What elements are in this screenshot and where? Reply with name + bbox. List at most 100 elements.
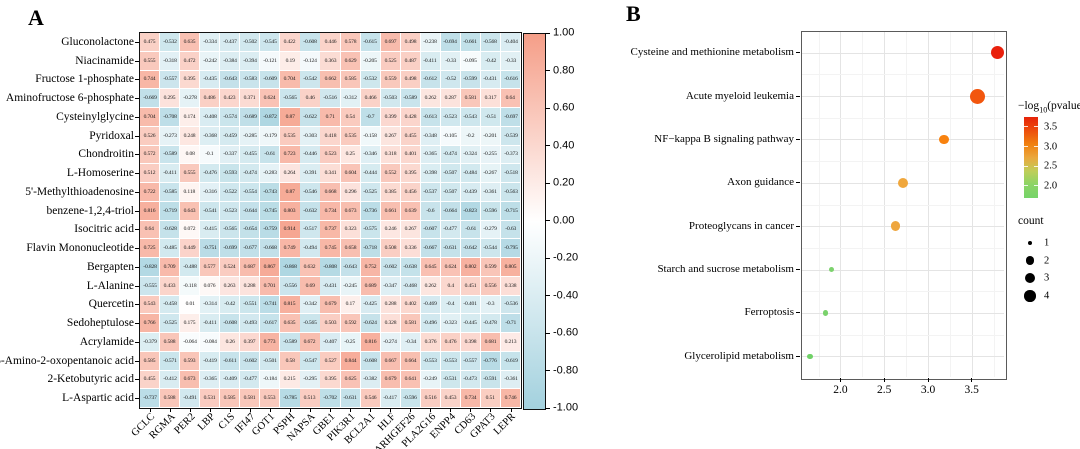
- heatmap-cell: 0.687: [240, 258, 260, 276]
- heatmap-cell-value: -0.42: [224, 301, 236, 308]
- heatmap-cell: -0.547: [300, 351, 320, 370]
- heatmap-cell: -0.391: [300, 164, 320, 183]
- heatmap-row-label: Aminofructose 6-phosphate: [5, 92, 134, 105]
- heatmap-cell: -0.3: [480, 295, 501, 314]
- heatmap-cell: 0.661: [380, 201, 400, 220]
- heatmap-cell: -0.412: [160, 370, 180, 389]
- heatmap-cell: -0.708: [160, 108, 180, 126]
- heatmap-cell-value: -0.121: [263, 57, 277, 64]
- heatmap-cell: 0.746: [500, 389, 521, 408]
- heatmap-row-tick: [135, 398, 139, 400]
- pathway-axis-tick: [796, 95, 800, 97]
- heatmap-cell: -0.583: [240, 70, 260, 89]
- heatmap-cell-value: 0.487: [404, 57, 417, 64]
- heatmap-cell: -0.622: [300, 108, 320, 126]
- heatmap-cell-value: -0.278: [182, 94, 197, 101]
- pathway-label: Cysteine and methionine metabolism: [630, 46, 794, 59]
- heatmap-cell-value: -0.348: [423, 132, 438, 139]
- heatmap-cell-value: 0.418: [324, 132, 336, 139]
- heatmap-column-tick: [390, 408, 392, 412]
- heatmap-cell-value: 0.679: [384, 376, 397, 383]
- heatmap-cell: 0.673: [180, 370, 200, 389]
- heatmap-cell-value: 0.513: [304, 394, 316, 401]
- heatmap-cell-value: 0.802: [464, 263, 477, 270]
- heatmap-cell-value: 0.64: [144, 226, 155, 233]
- heatmap-cell: 0.295: [160, 89, 180, 108]
- heatmap-cell: 0.773: [260, 333, 280, 351]
- heatmap-cell: 0.395: [400, 164, 420, 183]
- heatmap-cell: 0.267: [400, 220, 420, 239]
- heatmap-cell-value: -0.759: [263, 226, 277, 233]
- heatmap-cell: -0.417: [380, 389, 400, 408]
- heatmap-cell: -0.439: [460, 183, 480, 201]
- heatmap-cell-value: -0.628: [162, 226, 177, 233]
- heatmap-cell-value: -0.095: [463, 57, 478, 64]
- panel-b-label: B: [626, 1, 641, 26]
- heatmap-cell-value: -0.736: [363, 207, 377, 214]
- gridline-horizontal: [802, 226, 1004, 228]
- heatmap-cell-value: -0.585: [162, 188, 177, 195]
- heatmap-row-tick: [135, 323, 139, 325]
- heatmap-cell: -0.473: [460, 370, 480, 389]
- heatmap-cell-value: -0.737: [142, 394, 157, 401]
- heatmap-row-tick: [135, 116, 139, 118]
- pvalue-gradient-bar: [1024, 117, 1038, 198]
- heatmap-cell: -0.095: [460, 51, 480, 70]
- heatmap-cell: -0.616: [500, 70, 521, 89]
- heatmap-cell: -0.1: [200, 145, 220, 164]
- colorbar-tick: [545, 370, 550, 371]
- heatmap-cell-value: -0.828: [142, 263, 157, 270]
- heatmap-cell-value: 0.246: [384, 226, 397, 233]
- heatmap-cell-value: 0.725: [143, 244, 156, 251]
- heatmap-cell: 0.643: [180, 201, 200, 220]
- heatmap-cell: 0.679: [380, 370, 400, 389]
- heatmap-cell-value: -0.408: [203, 113, 217, 120]
- heatmap-cell-value: 0.072: [183, 226, 196, 233]
- heatmap-cell: -0.484: [460, 164, 480, 183]
- heatmap-row-label: Cysteinylglycine: [56, 110, 134, 123]
- colorbar-tick: [545, 70, 550, 71]
- heatmap-column-tick: [510, 408, 512, 412]
- heatmap-cell-value: -0.643: [223, 76, 237, 83]
- heatmap-cell: 0.585: [340, 70, 360, 89]
- heatmap-cell: 0.215: [280, 370, 300, 389]
- heatmap-cell: 0.267: [380, 126, 400, 145]
- heatmap-cell-value: 0.296: [344, 188, 356, 195]
- colorbar-tick-label: 0.40: [553, 139, 575, 151]
- heatmap-cell: 0.118: [180, 183, 200, 201]
- heatmap-cell-value: 0.323: [344, 226, 356, 233]
- heatmap-cell-value: 0.267: [384, 132, 397, 139]
- heatmap-cell-value: 0.525: [384, 57, 397, 64]
- heatmap-cell: 0.4: [440, 276, 460, 295]
- heatmap-cell: -0.631: [440, 239, 460, 258]
- heatmap-cell-value: 0.599: [484, 263, 497, 270]
- heatmap-cell-value: 0.486: [203, 94, 216, 101]
- heatmap-cell-value: -0.412: [162, 376, 177, 383]
- pathway-dot: [822, 310, 829, 316]
- heatmap-cell-value: 0.585: [143, 357, 156, 364]
- heatmap-cell-value: 0.734: [464, 394, 477, 401]
- heatmap-cell-value: -0.745: [263, 207, 277, 214]
- colorbar-tick-label: 0.60: [553, 101, 575, 114]
- heatmap-cell: 0.592: [340, 314, 360, 333]
- heatmap-cell: 0.288: [380, 295, 400, 314]
- heatmap-cell-value: -0.507: [443, 169, 458, 176]
- heatmap-cell-value: -0.409: [223, 376, 237, 383]
- pvalue-legend-tick: [1024, 146, 1028, 147]
- pvalue-legend-tick: [1034, 126, 1038, 128]
- heatmap-row-label: Flavin Mononucleotide: [26, 242, 134, 255]
- heatmap-cell-value: 0.341: [324, 169, 336, 176]
- heatmap-cell: 0.624: [260, 89, 280, 108]
- heatmap-cell-value: 0.076: [203, 282, 216, 289]
- heatmap-cell: -0.33: [440, 51, 460, 70]
- heatmap-cell-value: -0.596: [403, 394, 418, 401]
- heatmap-cell-value: -0.502: [243, 38, 257, 45]
- pathway-axis-tick: [796, 269, 800, 271]
- heatmap-cell: 0.667: [380, 351, 400, 370]
- heatmap-cell-value: 0.4: [447, 282, 454, 289]
- heatmap-cell-value: 0.592: [344, 319, 356, 326]
- heatmap-cell-value: 0.476: [444, 338, 457, 345]
- heatmap-cell-value: 0.508: [384, 244, 397, 251]
- heatmap-cell: 0.734: [460, 389, 480, 408]
- heatmap-cell: -0.759: [260, 220, 280, 239]
